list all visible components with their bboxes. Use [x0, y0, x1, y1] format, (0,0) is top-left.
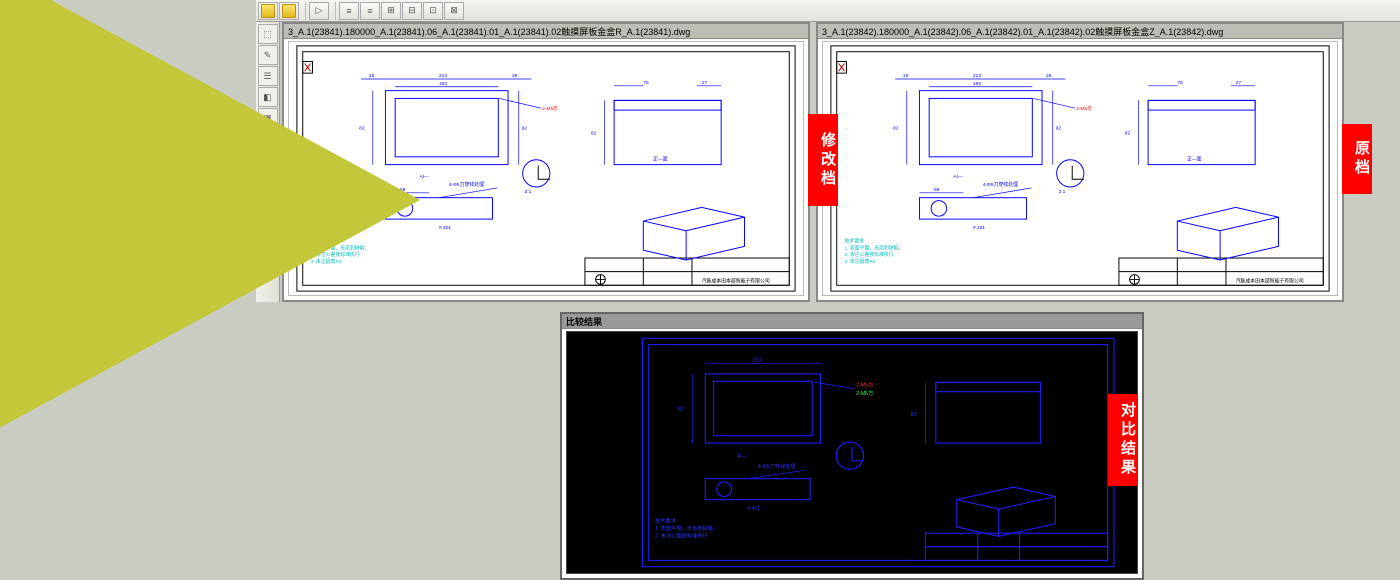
svg-text:82: 82 — [591, 130, 597, 136]
svg-text:82: 82 — [1125, 130, 1131, 136]
svg-text:1. 表面平整、无毛刺缺陷；: 1. 表面平整、无毛刺缺陷； — [845, 244, 904, 251]
svg-text:正—面: 正—面 — [653, 157, 668, 163]
drawing-viewport-compare[interactable]: 213 82 2-M5方 2-M5方 Al— 82 4-Φ5刀穿线处理 #.40… — [566, 331, 1138, 574]
company-text: 汽集成本田本部智能子有限公司 — [702, 277, 770, 284]
svg-text:2. 未注公差按标准执行: 2. 未注公差按标准执行 — [655, 531, 708, 539]
svg-text:2-M5方: 2-M5方 — [856, 380, 873, 388]
toolbar-btn[interactable]: ⊡ — [423, 2, 443, 20]
svg-text:汽集成本田本部智能子有限公司: 汽集成本田本部智能子有限公司 — [1236, 277, 1304, 284]
brand-triangle — [0, 0, 420, 460]
svg-text:2:1: 2:1 — [525, 189, 532, 195]
svg-text:4-Φ5刀穿线处理: 4-Φ5刀穿线处理 — [758, 462, 797, 470]
svg-text:193: 193 — [439, 81, 447, 87]
svg-text:29: 29 — [1046, 73, 1052, 79]
svg-text:213: 213 — [439, 73, 447, 79]
svg-text:正—面: 正—面 — [1187, 157, 1202, 163]
svg-text:213: 213 — [973, 73, 981, 79]
svg-text:75: 75 — [1177, 80, 1183, 86]
svg-text:技术要求: 技术要求 — [655, 517, 677, 525]
svg-text:4-Φ5刀穿线处理: 4-Φ5刀穿线处理 — [449, 181, 484, 188]
svg-text:92: 92 — [522, 126, 528, 132]
svg-text:Al—: Al— — [954, 174, 963, 180]
svg-text:Al—: Al— — [420, 174, 429, 180]
svg-text:75: 75 — [643, 80, 649, 86]
svg-text:82: 82 — [911, 412, 917, 418]
panel-title: 3_A.1(23842).180000_A.1(23842).06_A.1(23… — [818, 24, 1342, 39]
svg-text:1. 表面平整、无毛刺缺陷；: 1. 表面平整、无毛刺缺陷； — [655, 524, 718, 532]
svg-text:#.401: #.401 — [747, 506, 760, 512]
svg-text:2:1: 2:1 — [1059, 189, 1066, 195]
svg-text:2-M5方: 2-M5方 — [1076, 105, 1092, 112]
svg-text:2-M5方: 2-M5方 — [542, 105, 558, 112]
main-toolbar: ▷ ≡ ≡ ⊞ ⊟ ⊡ ⊠ — [256, 0, 1400, 22]
tag-modified: 修改档 — [808, 114, 838, 206]
svg-text:213: 213 — [752, 357, 761, 363]
svg-text:27: 27 — [1236, 80, 1242, 86]
svg-text:3. 未注圆角R2: 3. 未注圆角R2 — [845, 258, 876, 265]
svg-text:193: 193 — [973, 81, 981, 87]
svg-text:#.401: #.401 — [973, 225, 985, 231]
svg-text:#.401: #.401 — [439, 225, 451, 231]
drawing-viewport-right[interactable]: 汽集成本田本部智能子有限公司 技术要求 1. 表面平整、无毛刺缺陷； 2. 未注… — [822, 41, 1338, 296]
panel-title-text: 3_A.1(23842).180000_A.1(23842).06_A.1(23… — [822, 25, 1223, 38]
svg-text:15: 15 — [903, 73, 909, 79]
panel-title-text: 比较结果 — [566, 315, 602, 328]
svg-text:92: 92 — [1056, 126, 1062, 132]
toolbar-btn[interactable]: ⊠ — [444, 2, 464, 20]
svg-text:29: 29 — [512, 73, 518, 79]
svg-text:2-M5方: 2-M5方 — [856, 389, 873, 397]
svg-text:技术要求: 技术要求 — [845, 237, 865, 244]
svg-text:2. 未注公差按标准执行: 2. 未注公差按标准执行 — [845, 251, 894, 258]
svg-text:82: 82 — [678, 407, 684, 413]
panel-original: 3_A.1(23842).180000_A.1(23842).06_A.1(23… — [816, 22, 1344, 302]
svg-text:4-Φ5刀穿线处理: 4-Φ5刀穿线处理 — [983, 181, 1018, 188]
cad-drawing: 汽集成本田本部智能子有限公司 技术要求 1. 表面平整、无毛刺缺陷； 2. 未注… — [823, 42, 1337, 295]
tag-result: 对比结果 — [1108, 394, 1138, 486]
panel-compare: 比较结果 对比结果 213 82 2-M5方 2-M5方 Al— — [560, 312, 1144, 580]
svg-text:27: 27 — [702, 80, 708, 86]
svg-text:82: 82 — [893, 126, 899, 132]
cad-drawing-diff: 213 82 2-M5方 2-M5方 Al— 82 4-Φ5刀穿线处理 #.40… — [567, 332, 1137, 573]
svg-text:Al—: Al— — [737, 454, 748, 460]
svg-text:68: 68 — [934, 187, 940, 193]
tag-original: 原档 — [1342, 124, 1372, 194]
panel-title: 比较结果 — [562, 314, 1142, 329]
